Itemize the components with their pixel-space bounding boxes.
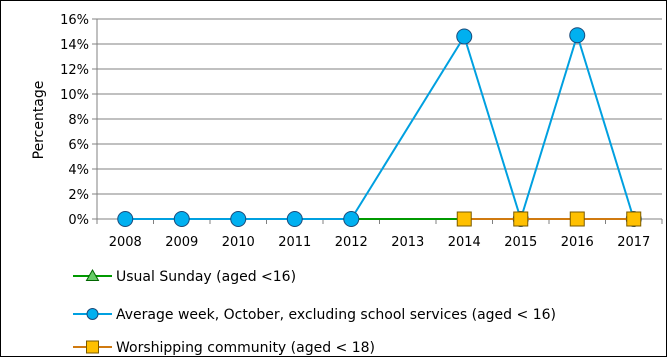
gridlines [92, 18, 663, 224]
series-layer [117, 27, 642, 227]
data-point-square [626, 211, 642, 227]
x-tick-label: 2011 [278, 235, 311, 250]
y-tick-label: 2% [68, 188, 89, 203]
data-point-circle [569, 27, 586, 44]
data-point-circle [286, 211, 303, 227]
y-axis-ticks: 0% 2% 4% 6% 8% 10% 12% 14% 16% [60, 13, 89, 228]
y-tick-label: 16% [60, 13, 89, 28]
y-tick-label: 0% [68, 213, 89, 228]
y-tick-label: 6% [68, 138, 89, 153]
x-tick-label: 2012 [335, 235, 368, 250]
y-tick-label: 10% [60, 88, 89, 103]
legend-label: Usual Sunday (aged <16) [116, 269, 296, 285]
data-point-circle [173, 211, 190, 227]
data-point-circle [230, 211, 247, 227]
data-point-circle [86, 308, 99, 320]
legend-item: Worshipping community (aged < 18) [73, 340, 375, 356]
data-point-square [569, 211, 585, 227]
x-tick-label: 2010 [222, 235, 255, 250]
x-tick-label: 2015 [504, 235, 537, 250]
x-tick-label: 2016 [561, 235, 594, 250]
legend-label: Average week, October, excluding school … [116, 307, 556, 323]
series-line [125, 31, 635, 223]
data-point-square [513, 211, 529, 227]
y-tick-label: 4% [68, 163, 89, 178]
series-square [456, 211, 642, 227]
legend-label: Worshipping community (aged < 18) [116, 340, 375, 356]
x-tick-label: 2017 [617, 235, 650, 250]
series-circle [117, 27, 642, 227]
data-point-circle [456, 28, 473, 45]
legend-item: Average week, October, excluding school … [73, 307, 556, 323]
data-point-circle [117, 211, 134, 227]
data-point-square [86, 340, 99, 354]
legend: Usual Sunday (aged <16) Average week, Oct… [73, 268, 556, 356]
y-tick-label: 12% [60, 63, 89, 78]
data-point-triangle [85, 268, 100, 281]
legend-item: Usual Sunday (aged <16) [73, 268, 296, 285]
y-tick-label: 8% [68, 113, 89, 128]
y-tick-label: 14% [60, 38, 89, 53]
x-tick-label: 2009 [165, 235, 198, 250]
data-point-circle [343, 211, 360, 227]
x-axis-ticks: 2008 2009 2010 2011 2012 2013 2014 2015 2016 2017 [109, 235, 651, 250]
x-tick-label: 2013 [391, 235, 424, 250]
data-point-square [456, 211, 472, 227]
x-tick-label: 2008 [109, 235, 142, 250]
x-tick-label: 2014 [448, 235, 481, 250]
y-axis-title: Percentage [31, 81, 47, 160]
